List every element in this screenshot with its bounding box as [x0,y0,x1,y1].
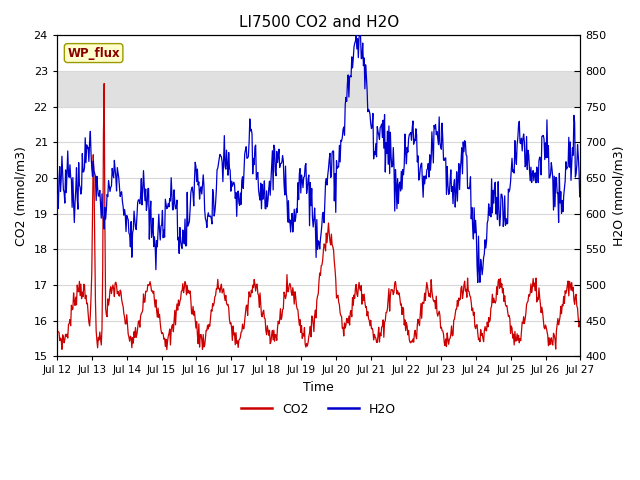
Legend: CO2, H2O: CO2, H2O [236,398,401,420]
Bar [57,71,580,107]
Text: WP_flux: WP_flux [67,47,120,60]
X-axis label: Time: Time [303,381,334,394]
Title: LI7500 CO2 and H2O: LI7500 CO2 and H2O [239,15,399,30]
Y-axis label: H2O (mmol/m3): H2O (mmol/m3) [612,145,625,246]
Y-axis label: CO2 (mmol/m3): CO2 (mmol/m3) [15,146,28,246]
